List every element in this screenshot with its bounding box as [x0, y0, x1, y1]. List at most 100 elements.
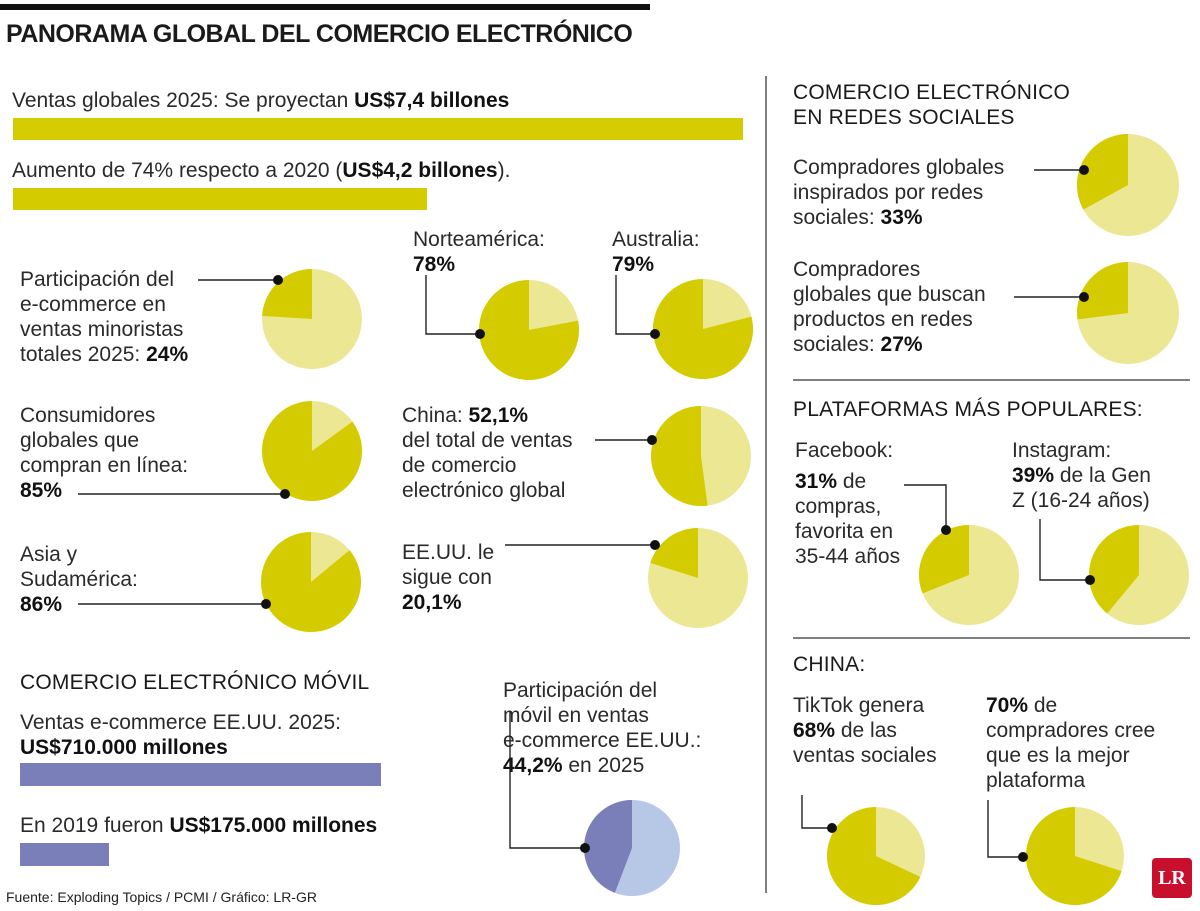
- australia-label: Australia: 79%: [612, 227, 700, 277]
- bar-us-2025: [20, 763, 381, 786]
- consumidores-value: 85%: [20, 479, 63, 502]
- tiktok-l2: de las: [835, 719, 897, 742]
- asia-pie-slice: [261, 532, 362, 632]
- mobile-share-label: Participación del móvil en ventas e-comm…: [503, 678, 701, 778]
- china-l4: electrónico global: [402, 479, 566, 502]
- asia-leader-dot: [261, 599, 271, 609]
- inspired-l1: Compradores globales: [793, 156, 1005, 179]
- consumidores-l1: Consumidores: [20, 404, 156, 427]
- mobile-share-l3: e-commerce EE.UU.:: [503, 729, 702, 752]
- facebook-l2: de: [837, 470, 867, 493]
- instagram-label: Instagram: 39% de la Gen Z (16-24 años): [1012, 438, 1151, 513]
- increase-suffix: ).: [497, 159, 511, 182]
- china-leader-dot: [647, 435, 657, 445]
- tiktok-leader: [801, 795, 832, 829]
- global-sales-label: Ventas globales 2025: Se proyectan US$7,…: [12, 88, 509, 113]
- instagram-leader-dot: [1085, 575, 1095, 585]
- facebook-label: Facebook: 31% de compras, favorita en 35…: [795, 438, 900, 569]
- facebook-l4: favorita en: [795, 520, 894, 543]
- participacion-value: 24%: [146, 343, 189, 366]
- eeuu-l1: EE.UU. le: [402, 541, 495, 564]
- tiktok-l3: ventas sociales: [793, 744, 937, 767]
- platforms-heading: PLATAFORMAS MÁS POPULARES:: [793, 398, 1143, 421]
- page-title: PANORAMA GLOBAL DEL COMERCIO ELECTRÓNICO: [6, 20, 633, 48]
- consumidores-label: Consumidores globales que compran en lín…: [20, 403, 188, 503]
- facebook-l3: compras,: [795, 495, 882, 518]
- participacion-label: Participación del e-commerce en ventas m…: [20, 267, 188, 367]
- global-sales-text: Ventas globales 2025: Se proyectan: [12, 89, 355, 112]
- asia-label: Asia y Sudamérica: 86%: [20, 542, 138, 617]
- australia-pie-slice: [652, 278, 753, 379]
- instagram-value: 39%: [1012, 464, 1055, 487]
- source-note: Fuente: Exploding Topics / PCMI / Gráfic…: [6, 889, 317, 905]
- search-l1: Compradores: [793, 258, 921, 281]
- tiktok-pie-slice: [827, 807, 921, 905]
- lr-logo: LR: [1152, 858, 1192, 898]
- bar-us-2019: [20, 843, 109, 866]
- norteamerica-leader-dot: [475, 329, 485, 339]
- search-l2: globales que buscan: [793, 283, 986, 306]
- tiktok-label: TikTok genera 68% de las ventas sociales: [793, 693, 937, 768]
- mobile-2019-text: En 2019 fueron: [20, 814, 170, 837]
- social-heading-l1: COMERCIO ELECTRÓNICO: [793, 81, 1071, 104]
- facebook-leader: [904, 484, 947, 530]
- china-value: 52,1%: [468, 404, 529, 427]
- inspired-l2: inspirados por redes: [793, 181, 984, 204]
- eeuu-value: 20,1%: [402, 591, 462, 614]
- best-platform-l4: plataforma: [986, 769, 1086, 792]
- inspirados-pie-slice: [1077, 134, 1128, 210]
- asia-value: 86%: [20, 593, 63, 616]
- tiktok-value: 68%: [793, 719, 836, 742]
- mobile-sales-text: Ventas e-commerce EE.UU. 2025:: [20, 711, 341, 734]
- participacion-l1: Participación del: [20, 268, 175, 291]
- search-value: 27%: [880, 333, 923, 356]
- best-platform-l3: que es la mejor: [986, 744, 1130, 767]
- consumidores-leader-dot: [280, 489, 290, 499]
- inspired-value: 33%: [880, 206, 923, 229]
- best-platform-l1: de: [1028, 694, 1058, 717]
- china-l3: de comercio: [402, 454, 517, 477]
- mejor_plataforma-leader: [987, 800, 1023, 858]
- consumidores-pie-slice: [261, 401, 362, 501]
- eeuu-leader-dot: [650, 540, 660, 550]
- mobile-sales-value: US$710.000 millones: [20, 736, 228, 759]
- china-l2: del total de ventas: [402, 429, 573, 452]
- participacion-l2: e-commerce en: [20, 293, 166, 316]
- instagram-l1: Instagram:: [1012, 439, 1112, 462]
- norteamerica-leader: [425, 275, 480, 335]
- social-heading: COMERCIO ELECTRÓNICO EN REDES SOCIALES: [793, 80, 1070, 130]
- china-heading: CHINA:: [793, 653, 866, 676]
- facebook-pie-slice: [918, 525, 969, 594]
- increase-label: Aumento de 74% respecto a 2020 (US$4,2 b…: [12, 158, 510, 183]
- social-heading-l2: EN REDES SOCIALES: [793, 106, 1015, 129]
- eeuu-l2: sigue con: [402, 566, 492, 589]
- participacion-l4: totales 2025:: [20, 343, 147, 366]
- best-platform-value: 70%: [986, 694, 1029, 717]
- consumidores-l2: globales que: [20, 429, 140, 452]
- movil-pie-slice: [583, 800, 632, 893]
- mejor_plataforma-leader-dot: [1018, 852, 1028, 862]
- best-platform-label: 70% de compradores cree que es la mejor …: [986, 693, 1155, 793]
- china-label: China: 52,1% del total de ventas de come…: [402, 403, 572, 503]
- norteamerica-label: Norteamérica: 78%: [413, 227, 545, 277]
- mobile-2019-value: US$175.000 millones: [169, 814, 378, 837]
- best-platform-l2: compradores cree: [986, 719, 1156, 742]
- mobile-share-value: 44,2%: [503, 754, 563, 777]
- buscan-pie-slice: [1076, 262, 1128, 320]
- facebook-value: 31%: [795, 470, 838, 493]
- instagram-leader: [1039, 519, 1090, 581]
- china-pie-slice: [651, 406, 708, 506]
- australia-leader: [615, 275, 655, 335]
- mobile-heading: COMERCIO ELECTRÓNICO MÓVIL: [20, 671, 370, 694]
- mobile-2019-label: En 2019 fueron US$175.000 millones: [20, 813, 377, 838]
- facebook-l5: 35-44 años: [795, 545, 901, 568]
- bar-global-2025: [13, 118, 743, 140]
- mobile-share-l1: Participación del: [503, 679, 658, 702]
- increase-text: Aumento de 74% respecto a 2020 (: [12, 159, 343, 182]
- participacion-leader-dot: [273, 275, 283, 285]
- instagram-pie-slice: [1088, 525, 1139, 614]
- facebook-leader-dot: [941, 525, 951, 535]
- asia-l2: Sudamérica:: [20, 568, 138, 591]
- eeuu-pie-slice: [650, 528, 698, 578]
